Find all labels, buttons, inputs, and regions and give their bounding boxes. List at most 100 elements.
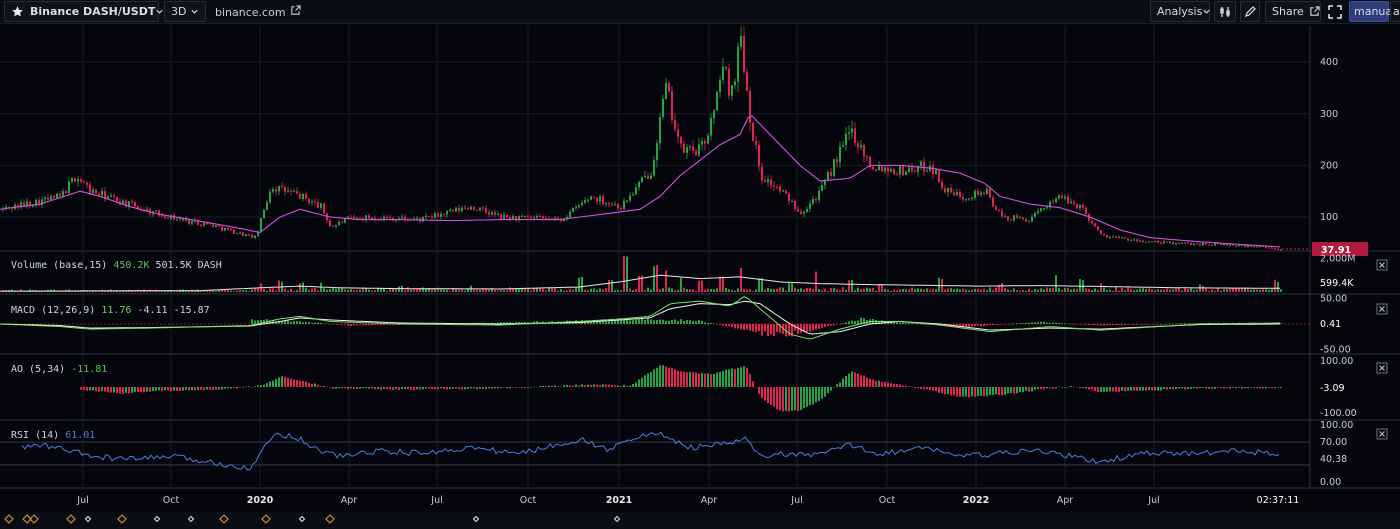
ao-bar	[437, 387, 439, 390]
volume-bar	[929, 289, 931, 292]
volume-bar	[1187, 288, 1189, 292]
volume-bar	[926, 288, 928, 292]
ao-bar	[1208, 387, 1210, 389]
ao-bar	[554, 385, 556, 387]
ao-legend: AO (5,34) -11.81	[11, 364, 107, 375]
volume-bar	[980, 289, 982, 292]
price-candle	[1232, 244, 1234, 246]
analysis-button[interactable]: Analysis	[1150, 1, 1210, 22]
indicators-button[interactable]	[1214, 1, 1236, 22]
timeframe-selector[interactable]: 3D	[164, 1, 206, 22]
ao-bar	[284, 376, 286, 387]
price-candle	[533, 217, 535, 219]
volume-bar	[824, 288, 826, 292]
macd-histogram-bar	[1013, 323, 1015, 325]
volume-bar	[923, 289, 925, 292]
event-marker	[84, 515, 92, 523]
ao-bar	[1109, 387, 1111, 392]
ao-bar	[611, 384, 613, 387]
price-candle	[800, 211, 802, 214]
volume-bar	[569, 289, 571, 292]
ao-bar	[1028, 387, 1030, 392]
price-candle	[593, 196, 595, 198]
macd-histogram-bar	[335, 324, 337, 325]
ao-bar	[305, 381, 307, 387]
ao-bar	[584, 385, 586, 387]
price-candle	[917, 166, 919, 173]
price-axis-tick-label: 100	[1320, 212, 1338, 223]
ao-bar	[587, 384, 589, 387]
share-button[interactable]: Share	[1265, 1, 1321, 22]
star-icon[interactable]	[11, 5, 24, 18]
macd-histogram-bar	[722, 324, 724, 326]
macd-histogram-bar	[533, 321, 535, 324]
price-candle	[416, 218, 418, 220]
volume-bar	[1169, 289, 1171, 292]
ao-bar	[986, 387, 988, 397]
macd-histogram-bar	[854, 321, 856, 324]
macd-histogram-bar	[308, 322, 310, 324]
manual-scale-button[interactable]: manual	[1349, 1, 1395, 22]
ao-bar	[1115, 387, 1117, 392]
volume-bar	[1085, 288, 1087, 292]
price-candle	[467, 208, 469, 210]
macd-histogram-bar	[1148, 324, 1150, 325]
source-link[interactable]: binance.com	[215, 5, 301, 19]
ao-bar	[542, 385, 544, 387]
price-candle	[1028, 221, 1030, 223]
ao-bar	[248, 386, 250, 387]
macd-histogram-bar	[1088, 324, 1090, 326]
chart-axes: 40030020010037.912.000M599.4K50.00-50.00…	[1312, 57, 1368, 488]
volume-bar	[1271, 288, 1273, 292]
volume-bar	[671, 288, 673, 292]
volume-bar	[629, 288, 631, 292]
volume-bar	[557, 290, 559, 292]
price-candle	[1169, 242, 1171, 244]
ao-bar	[1106, 387, 1108, 392]
symbol-selector[interactable]: Binance DASH/USDT	[4, 1, 163, 22]
ao-legend-part: AO (5,34)	[11, 364, 65, 375]
ao-bar	[674, 369, 676, 387]
price-candle	[365, 215, 367, 221]
ao-bar	[428, 387, 430, 389]
price-candle	[281, 185, 283, 187]
price-candle	[737, 46, 739, 82]
draw-button[interactable]	[1240, 1, 1260, 22]
volume-bar	[188, 290, 190, 292]
ao-bar	[1073, 386, 1075, 388]
macd-histogram-bar	[668, 320, 670, 324]
price-candle	[113, 195, 115, 197]
volume-bar	[491, 287, 493, 292]
ao-bar	[923, 387, 925, 390]
macd-histogram-bar	[698, 320, 700, 324]
macd-histogram-bar	[1058, 322, 1060, 324]
volume-bar	[233, 291, 235, 292]
ao-bar	[638, 379, 640, 387]
volume-last-value-label: 599.4K	[1320, 278, 1354, 289]
ao-bar	[299, 380, 301, 387]
macd-histogram-bar	[353, 324, 355, 326]
auto-scale-button[interactable]: au	[1390, 1, 1400, 22]
volume-bar	[422, 287, 424, 292]
price-candle	[203, 222, 205, 226]
fullscreen-button[interactable]	[1325, 1, 1345, 22]
price-candle	[953, 192, 955, 196]
macd-histogram-bar	[1190, 323, 1192, 324]
price-candle	[458, 207, 460, 212]
macd-histogram-bar	[650, 319, 652, 324]
ao-bar	[95, 387, 97, 392]
volume-bar	[485, 288, 487, 292]
volume-bar	[287, 290, 289, 292]
event-marker	[66, 514, 76, 524]
ao-bar	[566, 384, 568, 387]
price-candle	[335, 225, 337, 227]
price-candle	[440, 213, 442, 217]
macd-axis-tick-label: 50.00	[1320, 294, 1347, 305]
macd-histogram-bar	[305, 322, 307, 324]
price-candle	[1199, 243, 1201, 246]
price-candle	[674, 120, 676, 130]
price-candle	[779, 186, 781, 192]
volume-bar	[770, 288, 772, 292]
price-candle	[1244, 244, 1246, 247]
